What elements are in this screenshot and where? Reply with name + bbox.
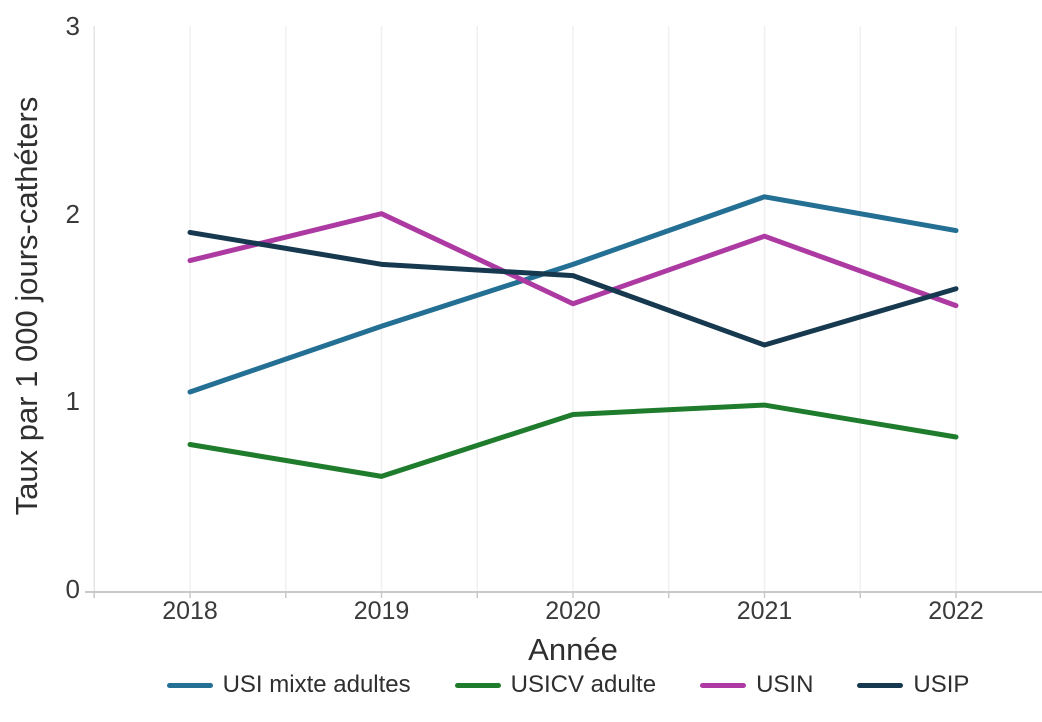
legend-swatch [454,682,501,688]
legend-item: USI mixte adultes [166,671,411,698]
x-tick-label: 2020 [545,597,601,625]
x-tick-label: 2019 [353,597,410,625]
y-tick-label: 2 [65,198,80,229]
legend-item: USICV adulte [454,671,657,698]
legend-label: USIP [913,671,970,698]
series-line [187,194,959,395]
series-line [187,229,959,348]
y-tick-label: 3 [65,11,80,41]
y-axis-title: Taux par 1 000 jours-cathéters [9,96,44,516]
legend-label: USICV adulte [510,671,657,698]
series-line [187,402,959,479]
legend-item: USIP [857,672,969,698]
x-tick-label: 2021 [736,597,793,625]
legend-swatch [166,682,213,688]
legend: USI mixte adultes USICV adulte USIN USIP [94,672,1042,698]
legend-label: USIN [756,671,814,698]
x-tick-label: 2018 [162,597,218,625]
series-line [187,211,959,309]
legend-swatch [700,682,747,688]
legend-swatch [857,682,904,688]
x-tick-label: 2022 [928,597,984,625]
legend-label: USI mixte adultes [222,671,411,698]
legend-item: USIN [700,672,813,698]
y-tick-label: 0 [65,574,80,604]
x-axis-title: Année [528,632,618,667]
y-tick-label: 1 [65,386,80,417]
